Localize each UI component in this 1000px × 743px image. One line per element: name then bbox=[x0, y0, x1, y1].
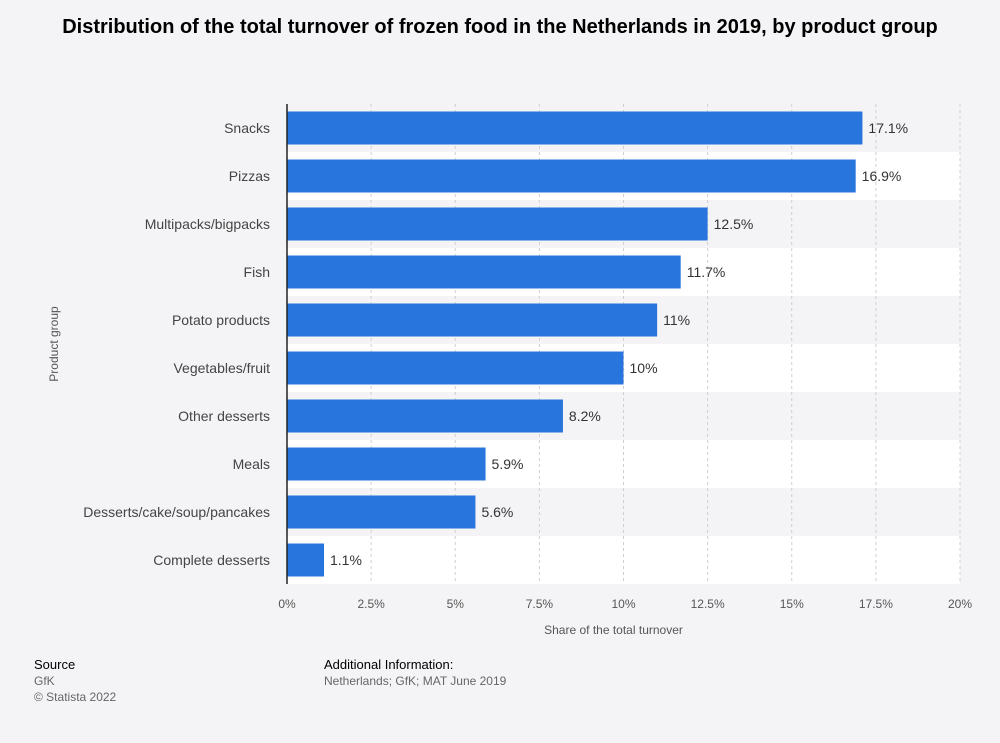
value-label: 12.5% bbox=[714, 216, 754, 232]
value-label: 5.6% bbox=[481, 504, 513, 520]
value-label: 10% bbox=[630, 360, 658, 376]
x-tick-label: 17.5% bbox=[859, 597, 893, 611]
source-heading: Source bbox=[34, 657, 76, 672]
bar[interactable] bbox=[287, 351, 624, 385]
bar[interactable] bbox=[287, 399, 563, 433]
value-label: 17.1% bbox=[868, 120, 908, 136]
source-block: Source GfK © Statista 2022 bbox=[34, 657, 116, 705]
bar[interactable] bbox=[287, 543, 325, 577]
copyright: © Statista 2022 bbox=[34, 690, 117, 704]
x-axis-title: Share of the total turnover bbox=[544, 623, 683, 637]
x-tick-label: 2.5% bbox=[357, 597, 385, 611]
additional-info-block: Additional Information: Netherlands; GfK… bbox=[324, 657, 506, 689]
x-tick-label: 12.5% bbox=[691, 597, 725, 611]
y-axis-title: Product group bbox=[47, 306, 61, 382]
x-tick-label: 0% bbox=[278, 597, 296, 611]
chart-title: Distribution of the total turnover of fr… bbox=[62, 16, 938, 38]
bar-chart: Snacks 17.1% Pizzas 16.9% Multipacks/bigpack… bbox=[47, 104, 972, 637]
x-tick-label: 20% bbox=[948, 597, 972, 611]
category-label: Potato products bbox=[172, 312, 270, 328]
bar[interactable] bbox=[287, 447, 486, 481]
category-label: Multipacks/bigpacks bbox=[145, 216, 270, 232]
bar[interactable] bbox=[287, 207, 708, 241]
category-label: Vegetables/fruit bbox=[173, 360, 270, 376]
category-label: Meals bbox=[233, 456, 270, 472]
bar[interactable] bbox=[287, 303, 658, 337]
additional-info-text: Netherlands; GfK; MAT June 2019 bbox=[324, 674, 507, 688]
value-label: 1.1% bbox=[330, 552, 362, 568]
bar[interactable] bbox=[287, 495, 476, 529]
value-label: 11% bbox=[663, 312, 690, 328]
additional-info-heading: Additional Information: bbox=[324, 657, 454, 672]
bar[interactable] bbox=[287, 159, 856, 193]
category-label: Complete desserts bbox=[153, 552, 270, 568]
x-tick-label: 15% bbox=[780, 597, 804, 611]
x-tick-label: 10% bbox=[611, 597, 635, 611]
value-label: 11.7% bbox=[687, 264, 726, 280]
bar[interactable] bbox=[287, 111, 863, 145]
value-label: 16.9% bbox=[862, 168, 902, 184]
category-label: Desserts/cake/soup/pancakes bbox=[83, 504, 270, 520]
source-name[interactable]: GfK bbox=[34, 674, 55, 688]
bar[interactable] bbox=[287, 255, 681, 289]
x-tick-label: 5% bbox=[447, 597, 465, 611]
value-label: 8.2% bbox=[569, 408, 601, 424]
category-label: Other desserts bbox=[178, 408, 270, 424]
x-tick-label: 7.5% bbox=[526, 597, 554, 611]
category-label: Snacks bbox=[224, 120, 270, 136]
value-label: 5.9% bbox=[492, 456, 524, 472]
category-label: Pizzas bbox=[229, 168, 270, 184]
category-label: Fish bbox=[244, 264, 270, 280]
